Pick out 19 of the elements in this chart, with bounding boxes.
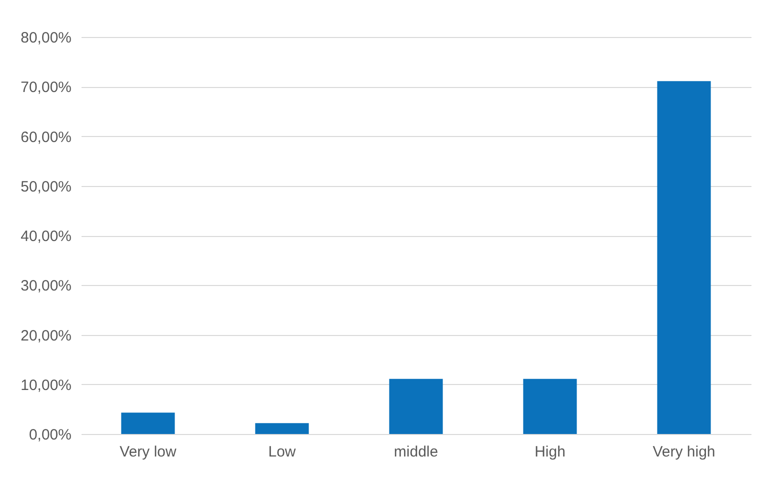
- y-tick-label: 80,00%: [20, 30, 72, 46]
- y-tick-label: 70,00%: [20, 79, 72, 96]
- y-tick-label: 40,00%: [20, 228, 72, 245]
- y-tick-label: 50,00%: [20, 178, 72, 196]
- x-tick-label: middle: [394, 444, 438, 460]
- bar: [255, 423, 309, 434]
- y-tick-label: 20,00%: [20, 327, 72, 344]
- x-tick-label: Very high: [652, 444, 716, 460]
- y-tick-label: 0,00%: [28, 426, 72, 444]
- bar: [657, 81, 711, 434]
- bar: [523, 378, 577, 434]
- y-tick-label: 10,00%: [20, 376, 72, 394]
- x-tick-label: High: [534, 444, 566, 460]
- bar: [121, 412, 175, 434]
- y-tick-label: 30,00%: [20, 278, 72, 295]
- y-tick-label: 60,00%: [20, 128, 72, 146]
- x-tick-label: Low: [268, 444, 296, 460]
- x-tick-label: Very low: [120, 444, 177, 460]
- bar: [389, 378, 443, 434]
